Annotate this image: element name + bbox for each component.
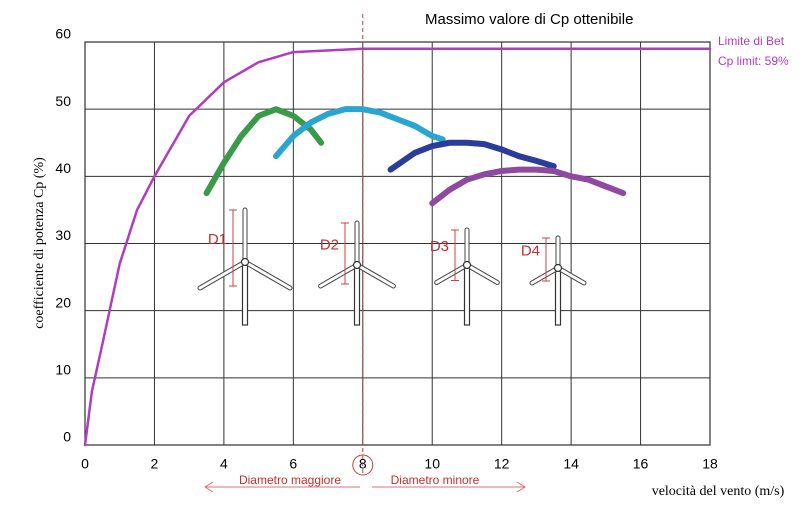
tower	[355, 265, 360, 325]
chart-title: Massimo valore di Cp ottenibile	[425, 11, 633, 28]
y-tick-label: 10	[55, 362, 71, 378]
betz-curve	[85, 49, 710, 445]
y-tick-label: 20	[55, 294, 71, 310]
blade-inner	[321, 265, 357, 286]
betz-note: Cp limit: 59%	[718, 54, 789, 68]
diameter-label: D1	[208, 231, 227, 248]
blade-inner	[467, 265, 497, 283]
page: {"chart_data":{"type":"line", "title":"M…	[0, 0, 807, 505]
x-tick-label: 4	[220, 456, 228, 472]
chart: Massimo valore di Cp ottenibile coeffici…	[0, 0, 807, 505]
y-tick-label: 60	[55, 26, 71, 42]
blade-inner	[437, 265, 467, 283]
hub	[354, 262, 361, 269]
right-note: Diametro minore	[391, 473, 480, 487]
hub	[242, 259, 249, 266]
y-tick-label: 50	[55, 93, 71, 109]
hub	[555, 265, 562, 272]
cp-curve	[432, 170, 623, 204]
wind-turbine	[200, 210, 290, 325]
cp-curve	[391, 143, 554, 170]
tower	[556, 268, 561, 325]
x-tick-label: 16	[633, 456, 649, 472]
betz-label: Limite di Bet	[718, 34, 785, 48]
x-axis-label: velocità del vento (m/s)	[652, 484, 785, 499]
y-axis-label: coefficiente di potenza Cp (%)	[32, 157, 47, 329]
y-tick-label: 30	[55, 227, 71, 243]
x-tick-label: 18	[702, 456, 718, 472]
diameter-label: D2	[320, 236, 339, 253]
y-tick-label: 40	[55, 160, 71, 176]
diameter-label: D4	[521, 242, 540, 259]
x-tick-label: 2	[151, 456, 159, 472]
blade-inner	[200, 262, 245, 288]
x-tick-label: 0	[81, 456, 89, 472]
diameter-label: D3	[430, 238, 449, 255]
x-tick-label: 6	[289, 456, 297, 472]
y-tick-label: 0	[63, 429, 71, 445]
tower	[243, 262, 248, 325]
x-tick-label: 14	[563, 456, 579, 472]
dimension	[229, 210, 237, 286]
x-tick-label: 12	[494, 456, 510, 472]
hub	[464, 262, 471, 269]
tower	[465, 265, 470, 325]
blade-inner	[245, 262, 290, 288]
left-note: Diametro maggiore	[239, 473, 341, 487]
x-tick-label: 10	[424, 456, 440, 472]
